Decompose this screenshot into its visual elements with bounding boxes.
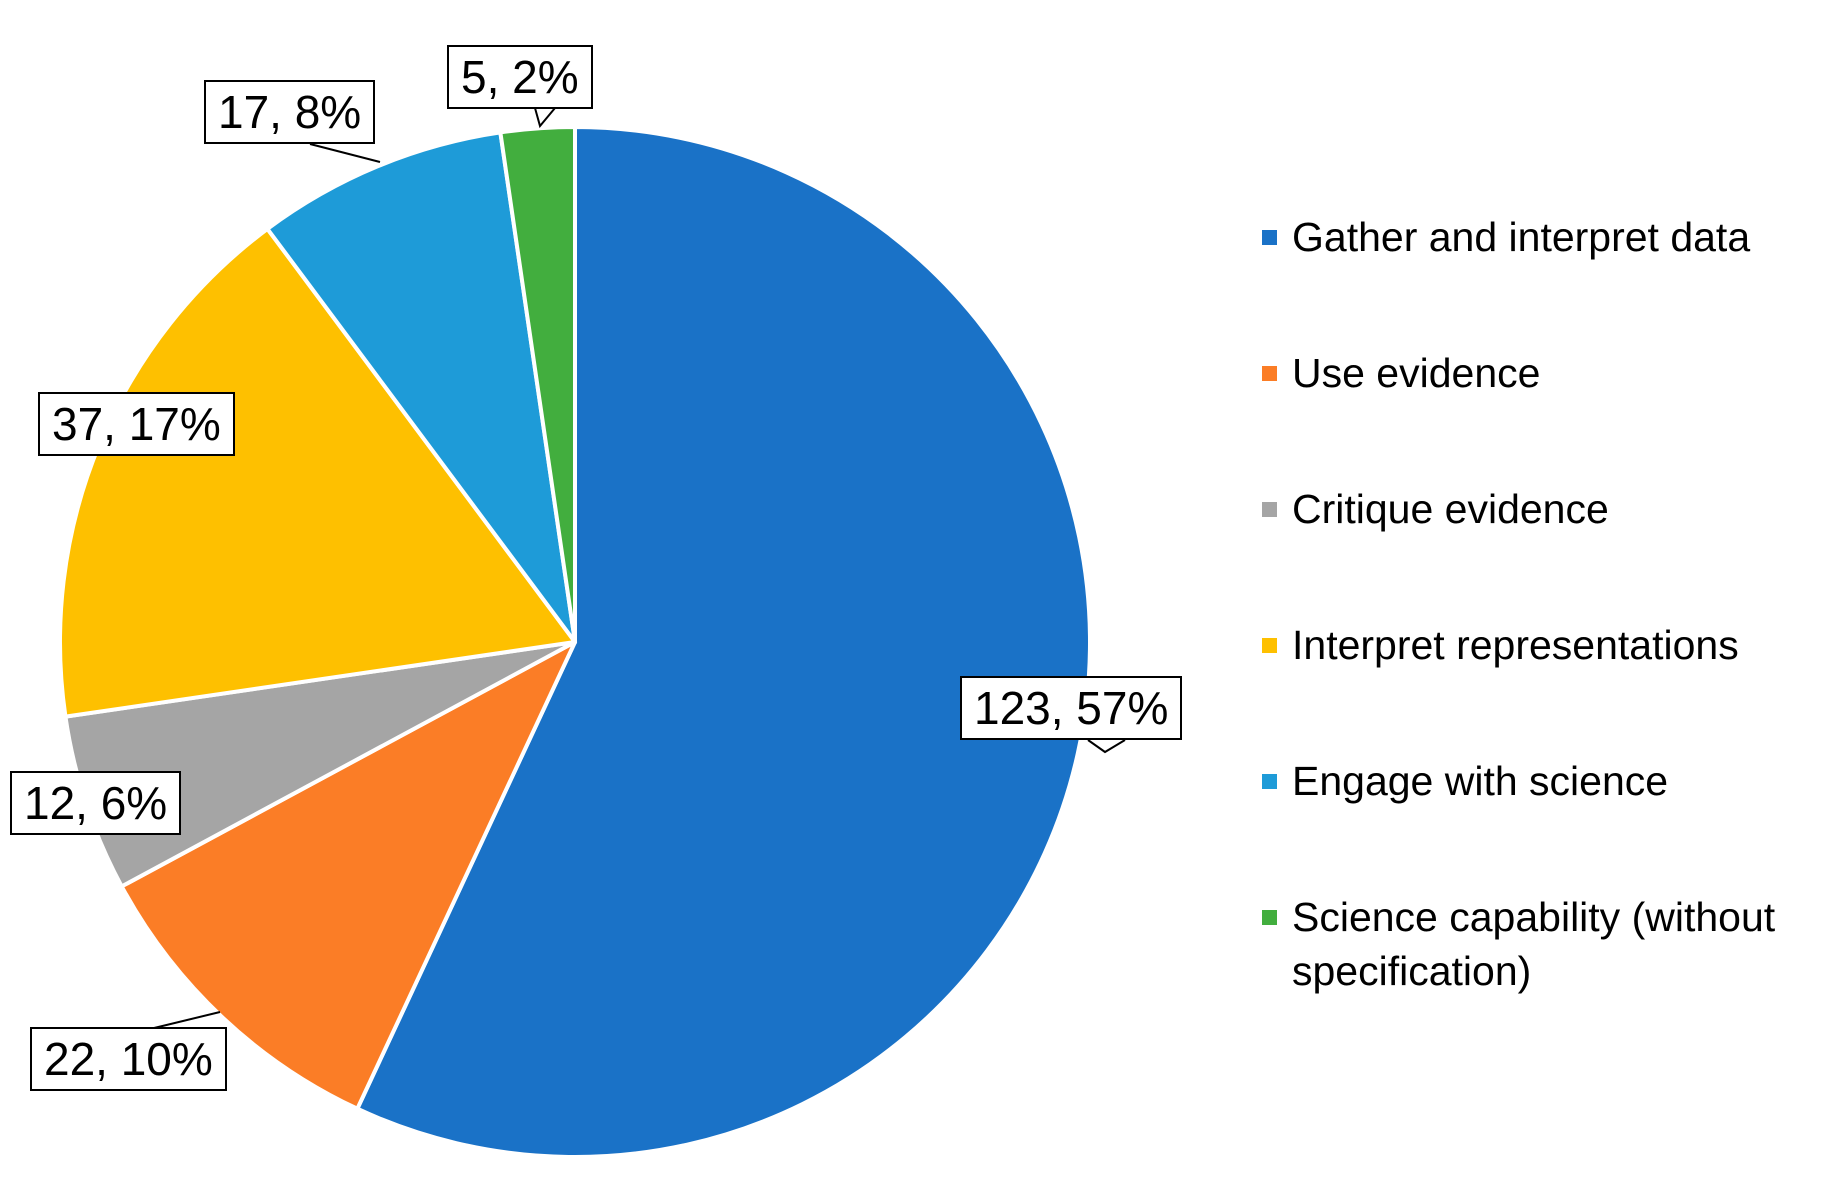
legend-swatch <box>1262 230 1277 245</box>
legend-swatch <box>1262 502 1277 517</box>
pie-slice-engage-with-science <box>265 130 577 644</box>
data-label-science-capability: 5, 2% <box>447 45 593 109</box>
legend-label: Use evidence <box>1292 350 1541 396</box>
legend-item-use-evidence: Use evidence <box>1262 346 1822 482</box>
legend-label: Gather and interpret data <box>1292 214 1751 260</box>
data-label-use-evidence: 22, 10% <box>30 1027 227 1091</box>
legend-label: Interpret representations <box>1292 622 1739 668</box>
legend-item-science-capability: Science capability (without specificatio… <box>1262 890 1822 1026</box>
legend-label: Engage with science <box>1292 758 1669 804</box>
pie-slice-science-capability <box>498 125 577 644</box>
legend-item-engage-with-science: Engage with science <box>1262 754 1822 890</box>
legend-swatch <box>1262 366 1277 381</box>
leader-line-use-evidence <box>149 1011 221 1030</box>
legend-item-gather-and-interpret-data: Gather and interpret data <box>1262 210 1822 346</box>
pie-slice-gather-and-interpret-data <box>355 125 1092 1159</box>
legend-label: Science capability (without specificatio… <box>1292 894 1776 994</box>
legend-swatch <box>1262 910 1277 925</box>
legend-item-interpret-representations: Interpret representations <box>1262 618 1822 754</box>
data-label-critique-evidence: 12, 6% <box>10 771 182 835</box>
legend-item-critique-evidence: Critique evidence <box>1262 482 1822 618</box>
legend: Gather and interpret data Use evidence C… <box>1262 210 1822 1026</box>
legend-swatch <box>1262 774 1277 789</box>
pie-slice-use-evidence <box>119 640 577 1111</box>
legend-swatch <box>1262 638 1277 653</box>
data-label-gather-and-interpret-data: 123, 57% <box>960 676 1183 740</box>
leader-line-science-capability <box>534 107 556 129</box>
data-label-interpret-representations: 37, 17% <box>38 392 235 456</box>
data-label-engage-with-science: 17, 8% <box>204 80 376 144</box>
leader-line-engage-with-science <box>309 143 381 163</box>
leader-line-gather-and-interpret-data <box>1087 739 1126 754</box>
legend-label: Critique evidence <box>1292 486 1609 532</box>
